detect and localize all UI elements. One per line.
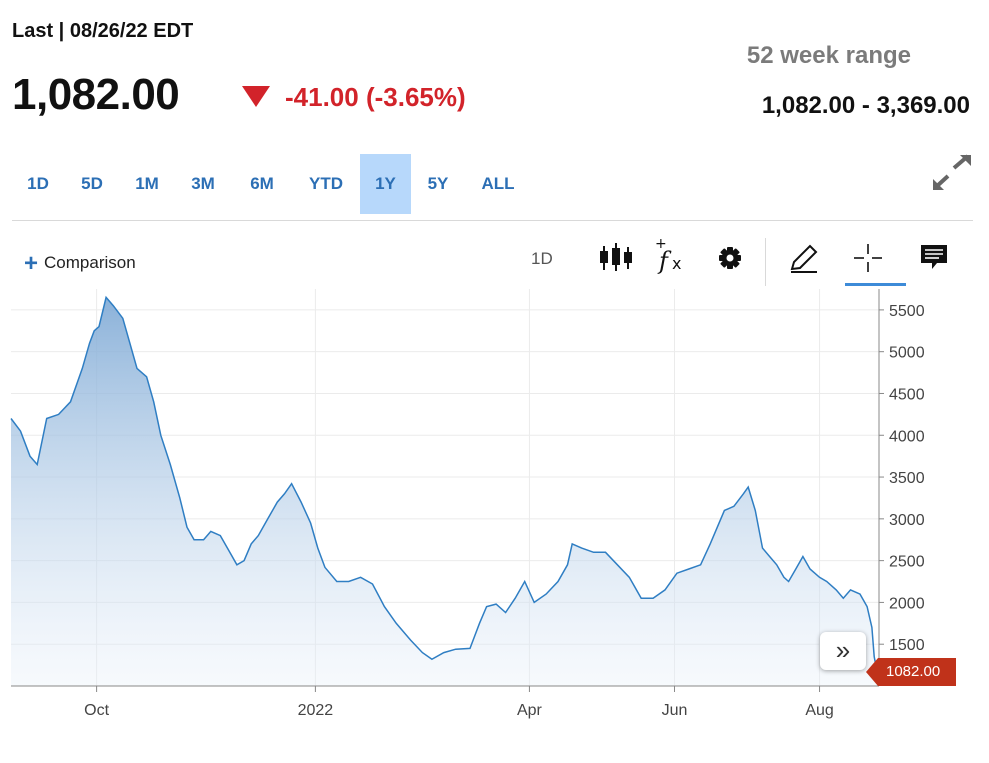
price-line [10, 295, 880, 680]
plus-icon: + [24, 250, 39, 277]
tab-1y[interactable]: 1Y [360, 154, 411, 214]
y-tick-label: 2500 [889, 554, 925, 571]
price-area [11, 297, 879, 686]
price-chart[interactable]: 1500 2000 2500 3000 3500 4000 4500 5000 5500 Oct 2… [0, 289, 989, 763]
week-range-value: 1,082.00 - 3,369.00 [761, 92, 970, 119]
tab-all[interactable]: ALL [481, 174, 515, 193]
tab-6m[interactable]: 6M [250, 174, 274, 193]
last-trade-label: Last | 08/26/22 EDT [12, 20, 194, 42]
x-tick-label: Apr [517, 702, 543, 719]
fx-indicator-icon[interactable]: + f x [652, 236, 692, 278]
comparison-label: Comparison [44, 253, 136, 272]
week-range-label: 52 week range [746, 42, 911, 69]
y-tick-label: 3000 [889, 512, 925, 529]
y-tick-label: 5000 [889, 345, 925, 362]
tab-3m[interactable]: 3M [191, 174, 215, 193]
y-tick-label: 5500 [889, 303, 925, 320]
active-tool-indicator [845, 283, 906, 286]
gear-icon[interactable] [710, 238, 750, 278]
x-tick-label: Jun [662, 702, 688, 719]
double-chevron-right-icon: » [835, 635, 851, 665]
expand-icon[interactable] [930, 152, 974, 192]
price-change: -41.00 (-3.65%) [285, 82, 466, 112]
tab-5y[interactable]: 5Y [427, 174, 449, 193]
y-tick-label: 4000 [889, 428, 925, 445]
svg-text:+: + [655, 238, 667, 252]
y-tick-label: 2000 [889, 595, 925, 612]
x-tick-label: Aug [805, 702, 833, 719]
tab-1m[interactable]: 1M [135, 174, 159, 193]
scroll-to-latest-button[interactable]: » [820, 632, 866, 670]
candlestick-icon[interactable] [596, 238, 636, 278]
comment-icon[interactable] [914, 238, 954, 278]
divider [12, 220, 973, 221]
tab-5d[interactable]: 5D [81, 174, 103, 193]
y-tick-label: 1500 [889, 637, 925, 654]
toolbar-separator [765, 238, 766, 286]
last-price: 1,082.00 [12, 70, 180, 119]
svg-text:f: f [657, 247, 672, 275]
y-tick-label: 4500 [889, 386, 925, 403]
x-tick-label: 2022 [298, 702, 334, 719]
y-tick-label: 3500 [889, 470, 925, 487]
last-value-label: 1082.00 [886, 663, 941, 680]
pencil-icon[interactable] [784, 238, 824, 278]
down-arrow-icon [242, 86, 270, 107]
x-tick-label: Oct [84, 702, 109, 719]
tab-1d[interactable]: 1D [27, 174, 49, 193]
tab-ytd[interactable]: YTD [309, 174, 343, 193]
comparison-button[interactable]: + Comparison [24, 250, 136, 278]
interval-selector[interactable]: 1D [531, 249, 553, 268]
crosshair-icon[interactable] [848, 238, 888, 278]
last-value-tag: 1082.00 [866, 658, 956, 686]
svg-text:x: x [672, 254, 681, 273]
